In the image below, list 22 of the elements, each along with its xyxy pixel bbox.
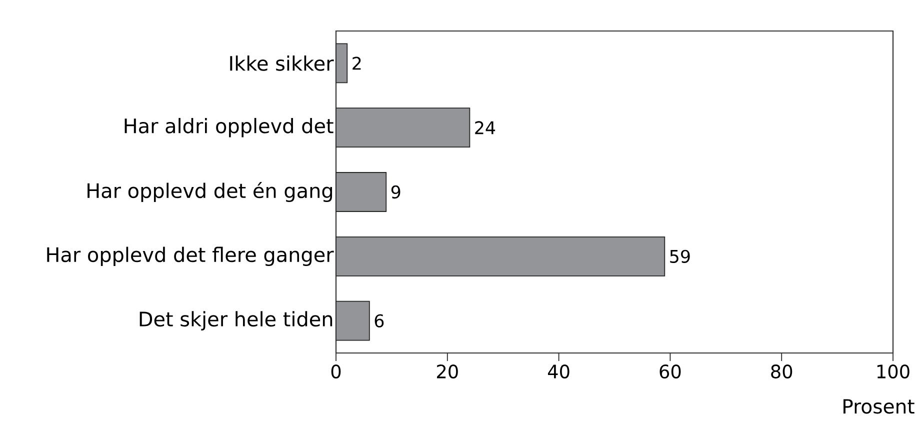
x-tick-label: 40 — [548, 364, 570, 378]
bar — [336, 43, 348, 84]
y-tick-label: Har aldri opplevd det — [124, 118, 334, 138]
x-axis-title: Prosent — [844, 399, 914, 414]
y-tick-label: Har opplevd det én gang — [88, 182, 332, 202]
data-label: 2 — [352, 56, 361, 70]
data-label: 9 — [391, 185, 400, 199]
y-tick-label: Ikke sikker — [230, 55, 334, 71]
x-tick-label: 80 — [771, 364, 792, 378]
data-label: 24 — [475, 121, 496, 134]
y-tick-label: Det skjer hele tiden — [140, 311, 332, 330]
data-label: 59 — [670, 250, 690, 263]
bar — [336, 236, 666, 276]
x-tick-label: 100 — [877, 364, 910, 378]
bar — [336, 108, 470, 148]
data-label: 6 — [374, 314, 384, 328]
x-tick-label: 0 — [331, 364, 341, 378]
bar — [336, 300, 370, 341]
bar — [336, 172, 387, 212]
x-tick-label: 20 — [437, 364, 458, 378]
y-tick-label: Har opplevd det flere ganger — [47, 246, 334, 266]
x-tick-label: 60 — [660, 364, 681, 378]
